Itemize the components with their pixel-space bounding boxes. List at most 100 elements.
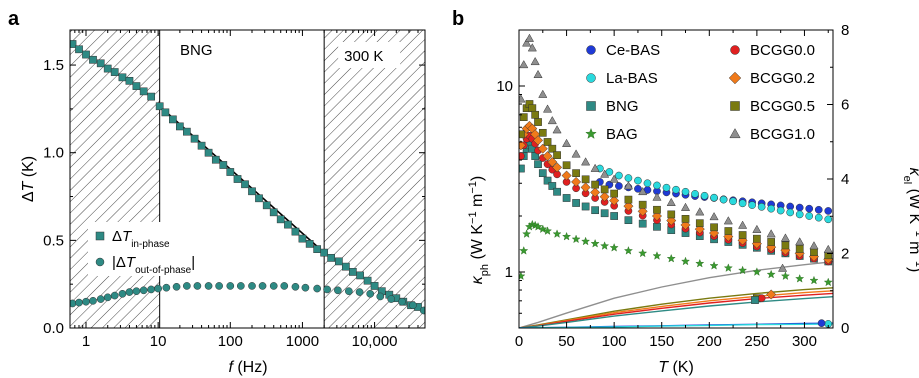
data-point — [795, 210, 804, 219]
data-point — [615, 171, 623, 180]
legend-label: La-BAS — [606, 70, 658, 87]
data-point — [672, 185, 680, 194]
in-phase-point — [183, 127, 191, 136]
x-tick-label: 10 — [150, 333, 167, 350]
data-point — [723, 231, 734, 242]
legend-marker — [728, 71, 742, 85]
data-point — [805, 204, 814, 213]
legend-label: BNG — [606, 98, 639, 115]
data-point — [767, 238, 776, 246]
data-point — [600, 169, 610, 178]
data-point — [653, 205, 661, 214]
data-point — [548, 182, 557, 190]
out-of-phase-point — [132, 287, 141, 296]
panel-b: b 0 50 100 150 200 250 300 1 10 0 2 4 6 8 T (K) κph… — [452, 8, 919, 376]
x-tick-label: 100 — [602, 333, 627, 350]
data-point — [780, 233, 790, 242]
x-tick-label: 10,000 — [352, 333, 398, 350]
out-of-phase-point — [301, 283, 310, 292]
data-point — [609, 243, 619, 252]
out-of-phase-point — [269, 282, 278, 290]
in-phase-point — [313, 245, 322, 253]
data-point — [600, 185, 609, 194]
legend-b: Ce-BAS La-BAS BNG BAG BCGG0.0 BCGG0.2 BCGG0.5 B… — [585, 42, 815, 143]
data-point — [530, 56, 540, 66]
in-phase-point — [226, 168, 235, 176]
x-axis-ticks-b: 0 50 100 150 200 250 300 — [515, 30, 829, 350]
data-point — [553, 187, 561, 196]
data-point — [634, 176, 642, 185]
data-point — [780, 271, 790, 280]
data-point — [752, 224, 762, 233]
in-phase-point — [255, 194, 263, 203]
data-point — [781, 241, 790, 250]
out-of-phase-point — [75, 298, 83, 307]
kappa-el-marker — [817, 319, 826, 328]
data-point — [552, 162, 563, 173]
out-of-phase-point — [204, 282, 213, 290]
data-point — [571, 176, 582, 187]
out-of-phase-point — [366, 289, 375, 298]
x-tick-label: 250 — [744, 333, 769, 350]
out-of-phase-point — [248, 282, 256, 290]
data-point — [638, 219, 647, 228]
x-axis-ticks: 1 10 100 1000 10,000 — [69, 30, 426, 350]
data-point — [738, 199, 747, 208]
data-point — [600, 209, 609, 218]
data-point — [624, 195, 633, 204]
legend-label: BCGG0.0 — [750, 42, 815, 59]
x-tick-label: 1 — [82, 333, 90, 350]
in-phase-point — [284, 220, 292, 229]
in-phase-point — [176, 122, 184, 131]
in-phase-point — [219, 161, 228, 169]
data-point — [824, 215, 833, 224]
in-phase-point — [276, 215, 285, 224]
in-phase-point — [363, 276, 372, 285]
data-point — [624, 216, 633, 225]
data-point — [795, 237, 805, 246]
out-of-phase-point — [376, 292, 385, 301]
out-of-phase-point — [280, 282, 289, 290]
out-of-phase-point — [215, 282, 223, 290]
data-point — [572, 199, 580, 207]
data-point — [519, 113, 528, 121]
data-point — [547, 115, 557, 125]
data-point — [709, 261, 719, 270]
legend-label: BCGG1.0 — [750, 126, 815, 143]
data-point — [548, 144, 557, 153]
data-point — [652, 251, 662, 260]
out-of-phase-point — [409, 301, 417, 310]
data-point — [623, 201, 634, 212]
out-of-phase-point — [398, 297, 406, 306]
out-of-phase-point — [334, 286, 342, 295]
data-point — [538, 128, 547, 137]
data-point — [610, 189, 619, 198]
in-phase-point — [349, 268, 357, 276]
data-point — [653, 222, 661, 231]
data-point — [561, 170, 572, 181]
data-point — [562, 194, 571, 202]
kappa-el-curve — [519, 296, 833, 328]
data-point — [534, 160, 542, 169]
data-point — [809, 275, 819, 285]
data-point — [814, 205, 823, 214]
in-phase-point — [241, 180, 249, 189]
y2-tick-label: 2 — [841, 246, 849, 263]
in-phase-point — [75, 45, 83, 54]
data-point — [691, 190, 699, 198]
data-point — [519, 246, 529, 255]
out-of-phase-point — [162, 283, 171, 292]
data-point — [543, 176, 552, 185]
data-point — [776, 206, 785, 215]
data-point — [590, 163, 600, 172]
legend-marker — [586, 73, 596, 83]
legend-marker — [729, 128, 741, 139]
legend-marker — [95, 257, 105, 267]
data-point — [709, 211, 719, 221]
data-point — [552, 125, 562, 134]
x-axis-label-a: f (Hz) — [228, 359, 267, 376]
y-tick-label: 1 — [505, 264, 513, 281]
data-point — [522, 229, 532, 238]
out-of-phase-point — [183, 282, 191, 290]
y-axis-ticks-b: 1 10 — [496, 29, 525, 329]
